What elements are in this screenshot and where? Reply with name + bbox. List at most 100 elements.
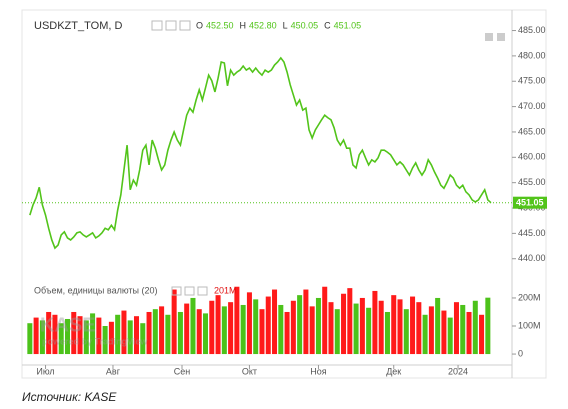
volume-bar — [102, 326, 108, 355]
volume-bar — [184, 303, 190, 355]
volume-bar — [215, 295, 221, 355]
volume-bar — [366, 307, 372, 355]
volume-bar — [341, 293, 347, 355]
icon[interactable] — [485, 33, 493, 41]
volume-bar — [359, 297, 365, 355]
y-tick-label: 440.00 — [518, 253, 546, 263]
y-tick-label: 445.00 — [518, 228, 546, 238]
volume-bar — [64, 318, 70, 355]
x-tick-label: Июл — [36, 366, 54, 376]
volume-bar — [196, 309, 202, 355]
ohlc-value: 450.05 — [291, 20, 319, 30]
volume-bar — [384, 311, 390, 355]
volume-bar — [328, 302, 334, 355]
volume-bar — [221, 306, 227, 355]
volume-bar — [428, 306, 434, 355]
volume-bar — [52, 314, 58, 355]
watermark: KASE powered by TradingView — [40, 314, 148, 346]
icon[interactable] — [497, 33, 505, 41]
volume-bar — [96, 317, 102, 355]
volume-bar — [140, 323, 146, 355]
volume-bar — [290, 300, 296, 355]
ohlc-label: C — [324, 20, 331, 30]
volume-bar — [466, 311, 472, 355]
icon[interactable] — [179, 20, 191, 31]
volume-bar — [209, 300, 215, 355]
x-tick-label: 2024 — [448, 366, 468, 376]
y2-tick-label: 100M — [518, 320, 541, 330]
volume-bar — [171, 289, 177, 355]
volume-bar — [322, 286, 328, 355]
icon[interactable] — [184, 286, 195, 296]
volume-bar — [234, 286, 240, 355]
volume-bar — [303, 289, 309, 355]
icon[interactable] — [165, 20, 177, 31]
y2-tick-label: 0 — [518, 348, 523, 358]
ohlc-value: 452.50 — [206, 20, 234, 30]
y-tick-label: 460.00 — [518, 152, 546, 162]
volume-bar — [435, 297, 441, 355]
volume-bar — [115, 314, 121, 355]
x-tick-label: Окт — [242, 366, 257, 376]
volume-bar — [278, 304, 284, 355]
volume-bar — [165, 314, 171, 355]
volume-bar — [353, 303, 359, 355]
ohlc-label: O — [196, 20, 203, 30]
volume-bar — [453, 302, 459, 355]
volume-bar — [441, 310, 447, 355]
volume-bar — [127, 320, 133, 355]
volume-bar — [378, 300, 384, 355]
icon[interactable] — [151, 20, 163, 31]
volume-bar — [347, 288, 353, 355]
icon[interactable] — [197, 286, 208, 296]
volume-bar — [46, 311, 52, 355]
ohlc-label: H — [240, 20, 247, 30]
volume-bar — [485, 297, 491, 355]
y-tick-label: 465.00 — [518, 126, 546, 136]
volume-bar — [246, 292, 252, 355]
symbol-title: USDKZT_TOM, D — [34, 20, 122, 32]
x-tick-label: Ноя — [310, 366, 327, 376]
x-tick-label: Авг — [106, 366, 121, 376]
volume-bar — [472, 300, 478, 355]
y-tick-label: 485.00 — [518, 25, 546, 35]
price-line — [29, 56, 492, 250]
x-tick-label: Сен — [174, 366, 191, 376]
volume-bar — [90, 313, 96, 355]
volume-bar — [71, 311, 77, 355]
volume-bar — [284, 311, 290, 355]
icon[interactable] — [171, 286, 182, 296]
ohlc-value: 451.05 — [334, 20, 362, 30]
y-tick-label: 470.00 — [518, 101, 546, 111]
volume-bar — [77, 316, 83, 355]
volume-bar — [108, 321, 114, 355]
volume-bar — [228, 302, 234, 355]
y2-tick-label: 200M — [518, 292, 541, 302]
volume-bar — [253, 299, 259, 355]
volume-bar — [240, 304, 246, 355]
volume-last: 201M — [214, 285, 237, 295]
volume-bar — [121, 310, 127, 355]
volume-bar — [259, 309, 265, 355]
watermark-brand: KASE — [40, 314, 96, 336]
volume-bar — [460, 304, 466, 355]
volume-bar — [416, 302, 422, 355]
volume-bar — [309, 306, 315, 355]
volume-bar — [334, 309, 340, 355]
volume-bar — [391, 295, 397, 355]
volume-bar — [372, 290, 378, 355]
volume-bar — [203, 313, 209, 355]
volume-bar — [403, 309, 409, 355]
y-tick-label: 480.00 — [518, 50, 546, 60]
volume-bar — [397, 299, 403, 355]
volume-bar — [133, 316, 140, 355]
volume-bar — [297, 295, 303, 355]
source-note: Источник: KASE — [22, 390, 117, 404]
ohlc-label: L — [283, 20, 288, 30]
volume-bar — [272, 289, 278, 355]
volume-bar — [58, 323, 64, 355]
volume-bar — [27, 323, 33, 355]
last-price-label: 451.05 — [516, 198, 544, 208]
last-price-tag — [513, 196, 547, 209]
volume-bar — [479, 314, 485, 355]
